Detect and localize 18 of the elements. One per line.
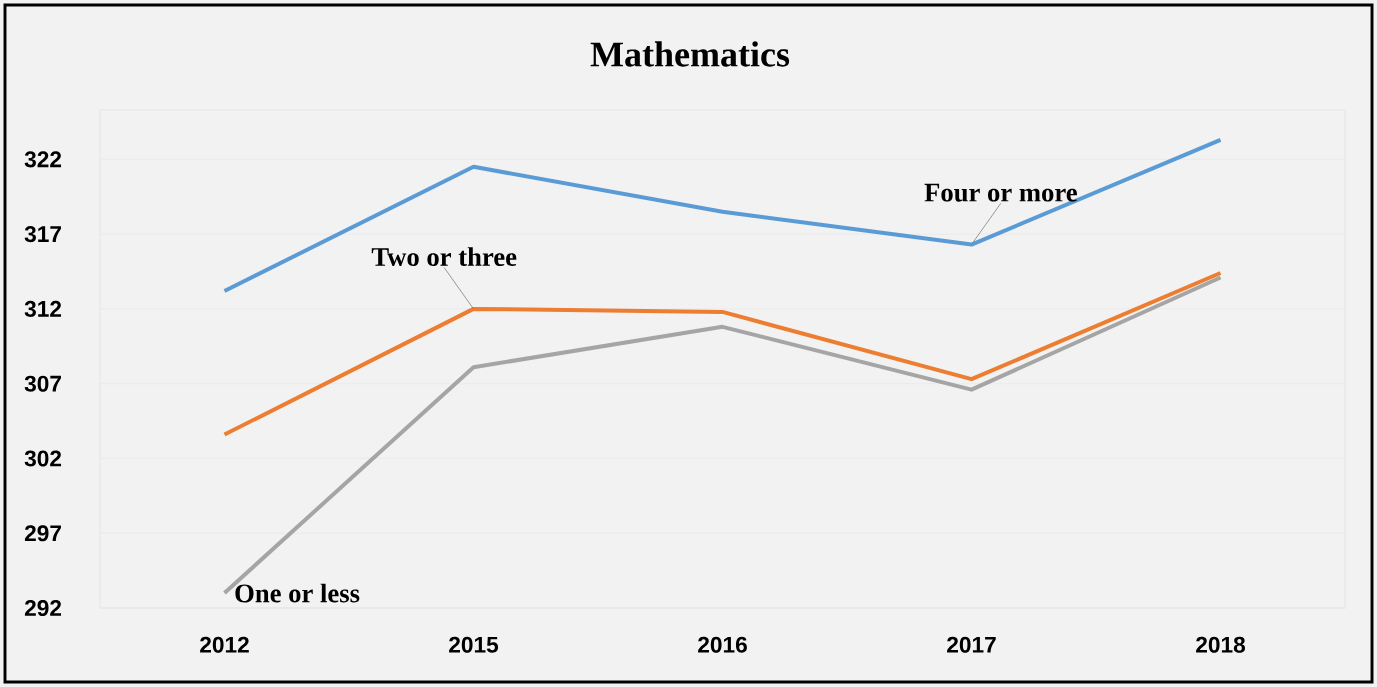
y-tick-label: 307 [24, 375, 61, 392]
chart-title: Mathematics [590, 41, 790, 67]
x-tick-label: 2017 [947, 636, 996, 653]
annotation: Two or three [371, 247, 517, 266]
x-tick-label: 2018 [1196, 636, 1246, 653]
y-tick-label: 292 [24, 599, 62, 617]
x-tick-label: 2015 [449, 636, 499, 653]
y-tick-label: 312 [24, 300, 62, 317]
y-tick-label: 322 [24, 151, 62, 168]
y-tick-label: 317 [24, 226, 61, 243]
y-tick-label: 302 [24, 450, 62, 467]
annotation: Four or more [924, 183, 1077, 202]
line-series [222, 271, 1223, 437]
line-series [222, 137, 1223, 293]
y-tick-label: 297 [24, 525, 61, 542]
x-tick-label: 2012 [200, 636, 249, 653]
annotation: One or less [235, 583, 360, 603]
x-tick-label: 2016 [698, 636, 747, 653]
